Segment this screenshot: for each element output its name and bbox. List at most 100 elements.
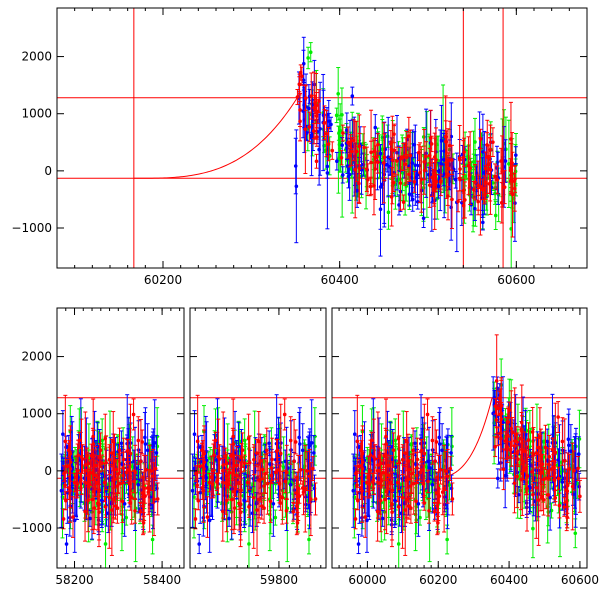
data-point xyxy=(357,144,362,149)
data-point xyxy=(143,435,147,440)
data-point xyxy=(421,216,426,221)
x-tick-label: 60200 xyxy=(144,273,182,287)
data-point xyxy=(149,469,153,473)
data-point xyxy=(226,482,231,487)
data-point xyxy=(196,498,201,503)
data-point xyxy=(274,449,279,453)
x-tick-label: 58200 xyxy=(55,573,93,587)
series-series_c xyxy=(193,394,318,556)
data-point xyxy=(246,436,251,441)
data-point xyxy=(197,542,202,546)
data-point xyxy=(260,467,265,472)
data-point xyxy=(473,180,477,184)
data-point xyxy=(346,174,351,179)
data-point xyxy=(198,464,202,469)
data-point xyxy=(262,442,267,447)
data-point xyxy=(298,442,302,446)
data-point xyxy=(195,483,199,488)
data-point xyxy=(257,497,261,502)
data-point xyxy=(330,148,335,153)
data-point xyxy=(482,188,486,192)
data-point xyxy=(398,181,403,185)
data-point xyxy=(376,160,380,164)
data-point xyxy=(141,494,146,499)
data-point xyxy=(309,441,314,445)
data-point xyxy=(283,479,288,484)
data-point xyxy=(242,461,247,465)
data-point xyxy=(119,441,124,446)
data-point xyxy=(336,91,340,96)
data-point xyxy=(237,501,241,506)
y-tick-label: 2000 xyxy=(21,50,52,64)
data-point xyxy=(227,516,231,521)
data-point xyxy=(136,482,141,487)
data-point xyxy=(143,442,148,446)
data-point xyxy=(120,499,125,504)
data-point xyxy=(337,142,342,147)
data-point xyxy=(314,159,319,164)
data-point xyxy=(446,166,451,171)
data-point xyxy=(478,184,483,189)
data-point xyxy=(389,195,394,199)
data-point xyxy=(352,138,356,143)
data-point xyxy=(382,155,387,160)
data-point xyxy=(83,509,87,514)
bottom-segment-2: 59800 xyxy=(189,307,327,587)
data-point xyxy=(326,142,331,146)
data-point xyxy=(307,125,312,129)
data-point xyxy=(317,147,321,152)
data-point xyxy=(353,167,357,172)
data-point xyxy=(409,442,414,447)
data-point xyxy=(207,518,212,523)
data-point xyxy=(495,178,500,182)
data-point xyxy=(468,166,472,170)
data-point xyxy=(503,159,508,163)
data-point xyxy=(390,158,395,162)
data-point xyxy=(300,448,305,453)
data-point xyxy=(114,467,119,472)
data-point xyxy=(198,459,203,464)
data-point xyxy=(288,482,293,487)
data-point xyxy=(216,455,221,459)
data-point xyxy=(122,502,127,506)
data-point xyxy=(430,175,435,180)
data-point xyxy=(442,172,446,176)
data-point xyxy=(88,470,93,475)
data-point xyxy=(100,461,104,465)
data-point xyxy=(129,495,134,500)
data-point xyxy=(103,542,108,546)
data-point xyxy=(357,181,361,186)
data-point xyxy=(267,441,271,446)
data-point xyxy=(303,96,308,100)
y-tick-label: 2000 xyxy=(21,350,52,364)
data-point xyxy=(118,481,122,486)
data-point xyxy=(247,505,251,509)
series-series_c xyxy=(61,394,160,556)
data-point xyxy=(312,451,316,455)
data-point xyxy=(307,106,311,111)
data-point xyxy=(510,192,515,197)
data-point xyxy=(145,448,150,453)
data-point xyxy=(126,468,130,472)
data-point xyxy=(263,471,268,476)
x-tick-label: 60600 xyxy=(497,273,535,287)
y-tick-label: −1000 xyxy=(11,521,52,535)
data-point xyxy=(372,183,376,188)
data-point xyxy=(502,185,507,189)
data-point xyxy=(335,159,339,164)
data-point xyxy=(412,142,417,147)
data-point xyxy=(243,499,247,503)
model-curve xyxy=(133,97,298,179)
data-point xyxy=(88,516,92,521)
data-point xyxy=(301,490,306,494)
data-point xyxy=(346,140,350,145)
data-point xyxy=(276,468,280,472)
data-point xyxy=(378,151,383,156)
data-point xyxy=(418,170,422,175)
data-point xyxy=(215,480,219,484)
y-tick-label: 1000 xyxy=(21,407,52,421)
data-point xyxy=(136,438,141,443)
data-point xyxy=(92,506,97,510)
data-point xyxy=(295,494,299,499)
